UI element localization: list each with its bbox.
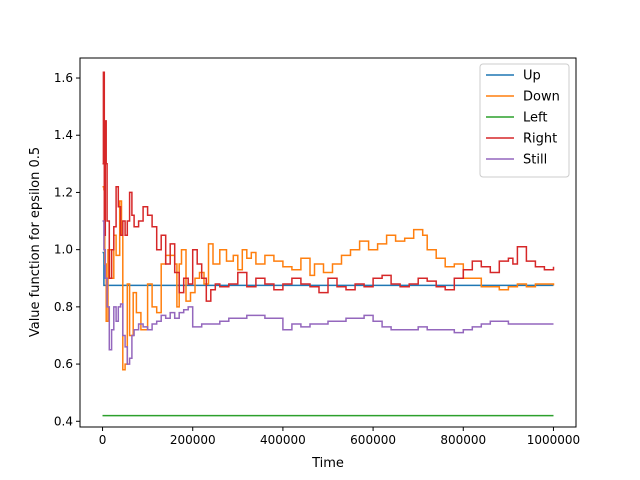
y-tick-label: 1.0: [54, 243, 73, 257]
legend-label-right: Right: [523, 132, 557, 147]
x-tick-label: 200000: [170, 433, 216, 447]
series-line-right: [102, 71, 555, 302]
legend-label-down: Down: [523, 90, 560, 105]
legend: Up Down Left Right Still: [479, 63, 570, 178]
legend-box: [479, 63, 570, 178]
x-axis-label: Time: [311, 456, 344, 471]
y-tick-label: 0.8: [54, 300, 73, 314]
plot-frame: [79, 57, 577, 428]
legend-label-up: Up: [523, 69, 541, 84]
series-line-up: [102, 251, 554, 287]
series-line-still: [102, 220, 554, 365]
x-tick-label: 600000: [350, 433, 396, 447]
axes-layer: [79, 57, 577, 428]
y-tick-label: 0.6: [54, 357, 73, 371]
x-tick-label: 1000000: [527, 433, 580, 447]
y-axis-label: Value function for epsilon 0.5: [28, 147, 43, 337]
y-tick-label: 1.2: [54, 185, 73, 199]
legend-label-left: Left: [523, 111, 547, 126]
y-tick-label: 1.4: [54, 128, 73, 142]
x-tick-label: 0: [99, 433, 107, 447]
series-layer: [102, 71, 555, 417]
x-tick-label: 800000: [440, 433, 486, 447]
series-line-down: [102, 185, 555, 371]
x-axis-ticks: 0 200000 400000 600000 800000 1000000: [99, 427, 580, 447]
x-tick-label: 400000: [260, 433, 306, 447]
y-tick-label: 0.4: [54, 414, 73, 428]
y-axis-ticks: 0.4 0.6 0.8 1.0 1.2 1.4 1.6: [54, 71, 80, 428]
y-tick-label: 1.6: [54, 71, 73, 85]
legend-label-still: Still: [523, 153, 547, 168]
